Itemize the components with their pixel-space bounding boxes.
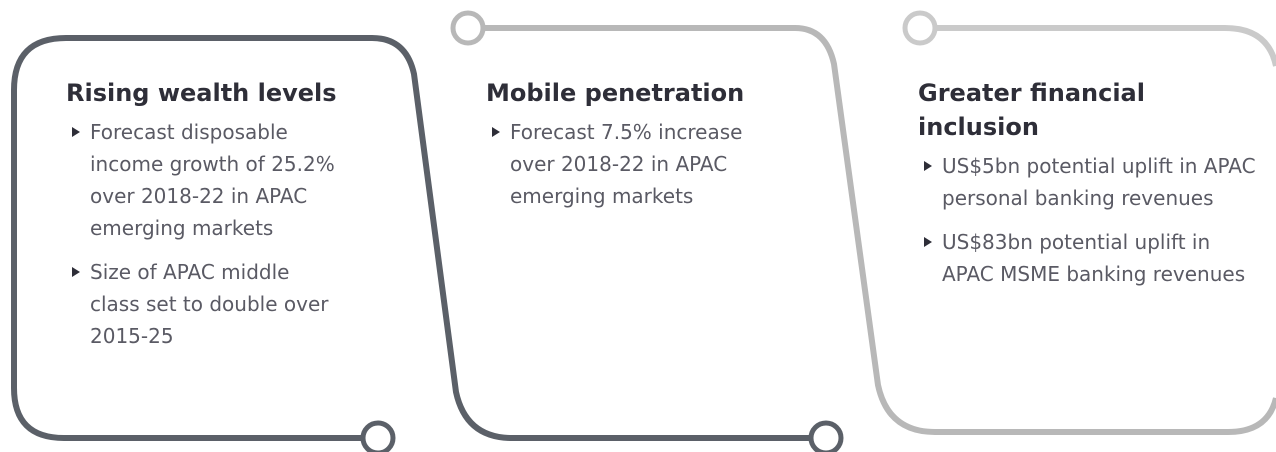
- bullet: Size of APAC middle class set to double …: [66, 256, 340, 352]
- bullet: US$83bn potential uplift in APAC MSME ba…: [918, 226, 1262, 290]
- bullet: Forecast disposable income growth of 25.…: [66, 116, 340, 244]
- dark-node: [808, 420, 844, 452]
- mid-node: [450, 10, 486, 46]
- panel: Rising wealth levels Forecast disposable …: [66, 76, 356, 364]
- light-outline: [936, 25, 1276, 67]
- dark-outline: [11, 35, 810, 441]
- bullet: US$5bn potential uplift in APAC personal…: [918, 150, 1262, 214]
- bullet-list: Forecast 7.5% increase over 2018-22 in A…: [486, 116, 786, 212]
- dark-node: [360, 420, 396, 452]
- panel-title: Rising wealth levels: [66, 79, 337, 107]
- bullet-list: US$5bn potential uplift in APAC personal…: [918, 150, 1258, 290]
- mid-outline: [484, 25, 1276, 435]
- light-node: [902, 10, 938, 46]
- bullet: Forecast 7.5% increase over 2018-22 in A…: [486, 116, 790, 212]
- panel-title: Greater financial inclusion: [918, 79, 1145, 141]
- panel-title: Mobile penetration: [486, 79, 745, 107]
- panel: Greater financial inclusion US$5bn potent…: [918, 76, 1258, 302]
- panel: Mobile penetration Forecast 7.5% increase…: [486, 76, 786, 224]
- bullet-list: Forecast disposable income growth of 25.…: [66, 116, 356, 352]
